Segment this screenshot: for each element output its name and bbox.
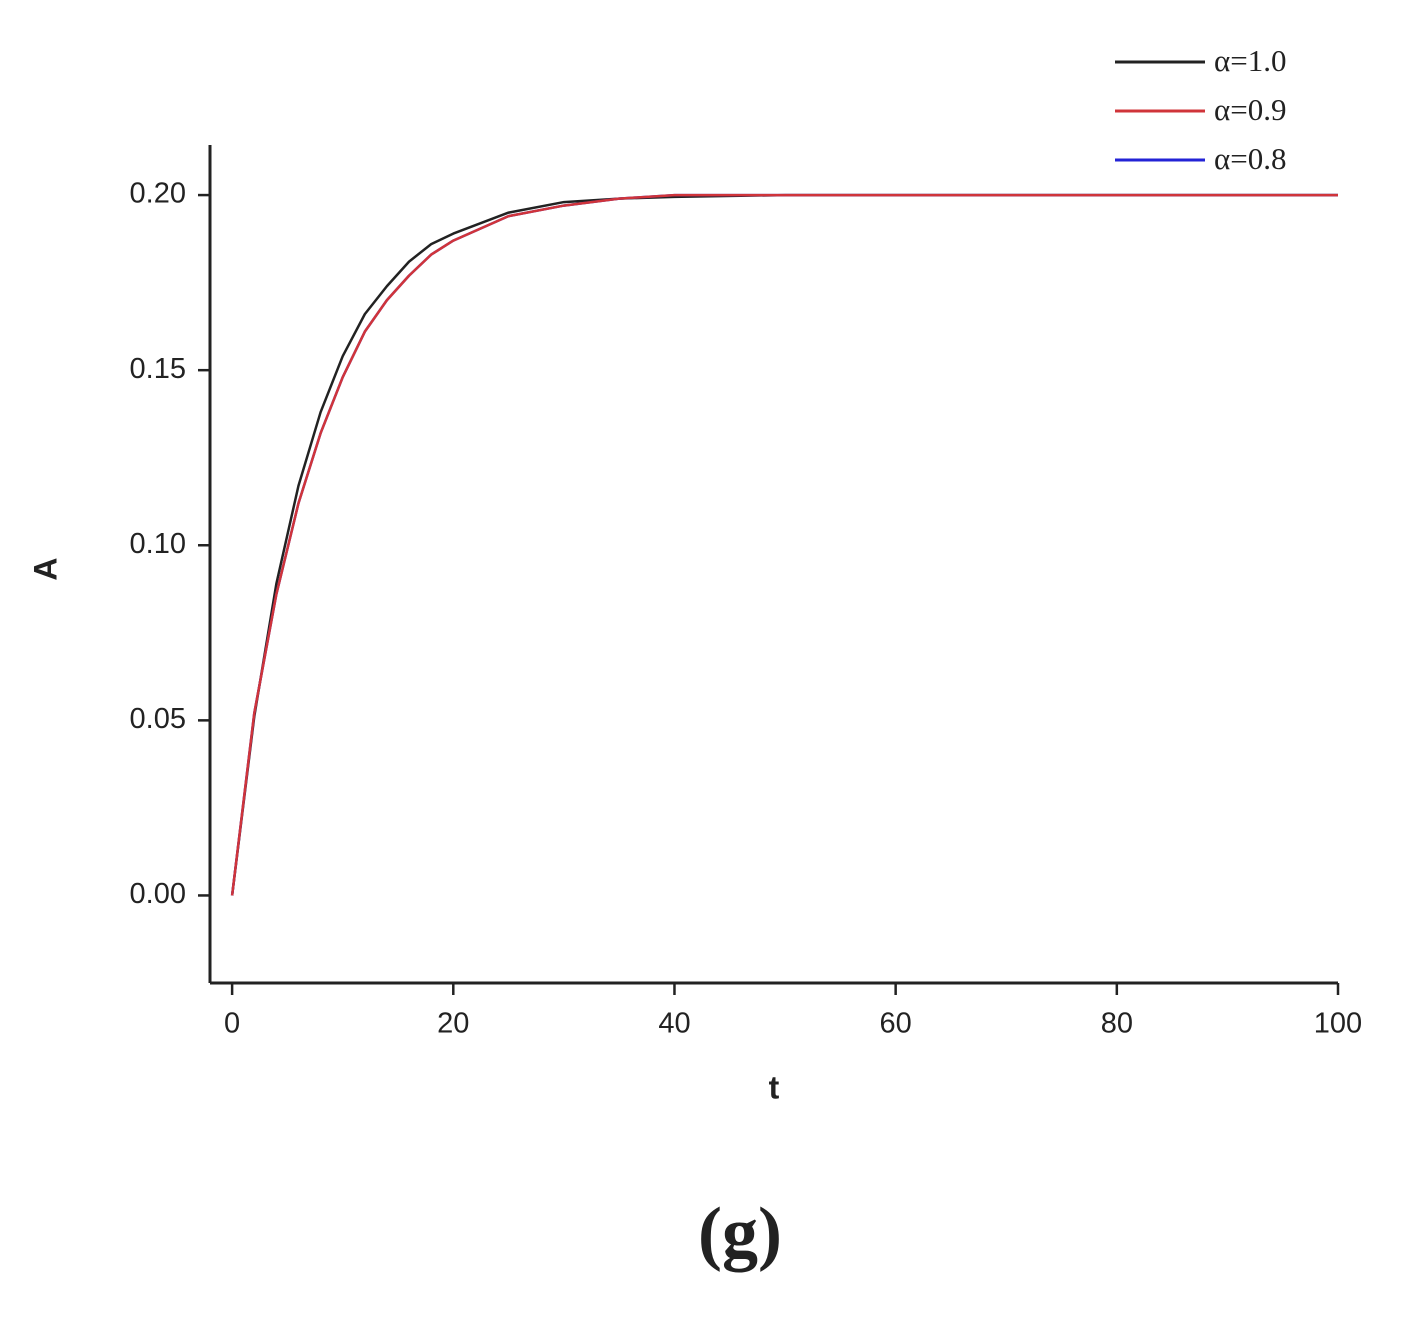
x-tick-label: 20 — [437, 1008, 469, 1040]
x-axis-label: t — [769, 1069, 780, 1105]
x-tick-label: 60 — [880, 1008, 912, 1040]
y-axis-label: A — [27, 557, 63, 580]
y-tick-label: 0.10 — [130, 528, 186, 560]
x-tick-label: 0 — [224, 1008, 240, 1040]
series-line — [230, 193, 1338, 896]
x-tick-label: 100 — [1314, 1008, 1362, 1040]
legend-label: α=1.0 — [1214, 43, 1286, 78]
y-tick-label: 0.00 — [130, 878, 186, 910]
series-line — [230, 193, 1338, 896]
y-tick-label: 0.15 — [130, 353, 186, 385]
legend-label: α=0.9 — [1214, 92, 1286, 127]
caption: (g) — [698, 1193, 782, 1273]
y-tick-label: 0.05 — [130, 703, 186, 735]
x-tick-label: 80 — [1101, 1008, 1133, 1040]
series-line — [230, 193, 1338, 896]
y-tick-label: 0.20 — [130, 178, 186, 210]
x-tick-label: 40 — [658, 1008, 690, 1040]
legend-label: α=0.8 — [1214, 141, 1286, 176]
